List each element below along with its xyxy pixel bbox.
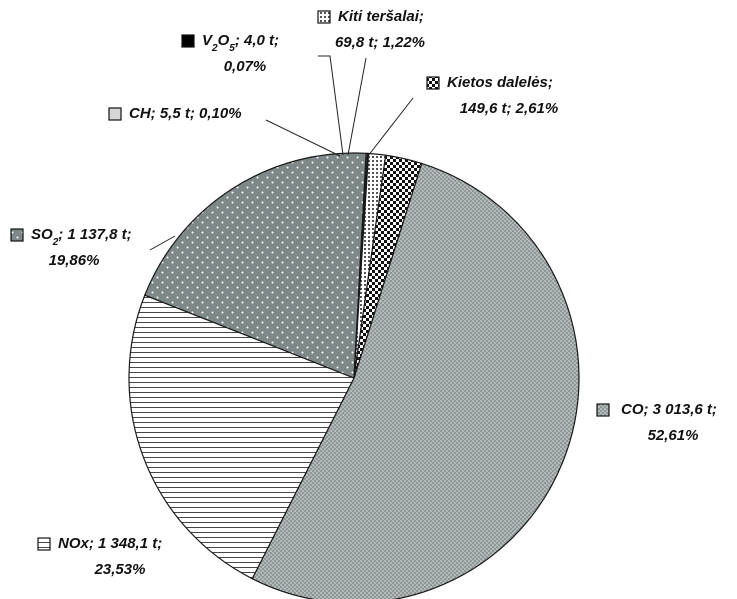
label-v2o5-line2: 0,07% (224, 58, 267, 75)
legend-key-nox (37, 537, 51, 551)
slice-labels: CO; 3 013,6 t; 52,61% NOx; 1 348,1 t; 23,53… (10, 8, 717, 578)
slice-co (251, 162, 580, 599)
legend-key-kiti (317, 10, 331, 24)
label-kiti-line1: Kiti teršalai; (338, 8, 424, 25)
label-ch: CH; 5,5 t; 0,10% (129, 105, 242, 122)
pie-slices (128, 152, 580, 599)
label-kiet-line2: 149,6 t; 2,61% (460, 100, 558, 117)
label-kiet-line1: Kietos dalelės; (447, 74, 553, 91)
label-co-line1: CO; 3 013,6 t; (621, 401, 717, 418)
leader-lines (149, 55, 414, 251)
slice-kiet (353, 154, 423, 379)
label-so2-line2: 19,86% (49, 252, 100, 269)
label-nox-line2: 23,53% (94, 561, 146, 578)
leader-so2 (149, 235, 176, 251)
leader-ch (265, 119, 341, 157)
leader-kiet (367, 97, 414, 157)
legend-key-v2o5 (181, 34, 195, 48)
label-co-line2: 52,61% (648, 427, 699, 444)
legend-key-ch (108, 107, 122, 121)
legend-key-co (596, 403, 610, 417)
legend-key-kiet (426, 76, 440, 90)
label-v2o5-line1: V2O5; 4,0 t; (202, 32, 279, 54)
label-nox-line1: NOx; 1 348,1 t; (58, 535, 162, 552)
legend-key-so2 (10, 228, 24, 242)
slice-nox (128, 294, 355, 580)
leader-kiti (347, 57, 367, 156)
label-kiti-line2: 69,8 t; 1,22% (335, 34, 425, 51)
leader-v2o5 (318, 55, 344, 156)
label-so2-line1: SO2; 1 137,8 t; (31, 226, 132, 248)
